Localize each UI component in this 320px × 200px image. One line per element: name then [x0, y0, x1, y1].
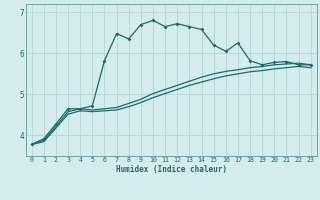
X-axis label: Humidex (Indice chaleur): Humidex (Indice chaleur) [116, 165, 227, 174]
